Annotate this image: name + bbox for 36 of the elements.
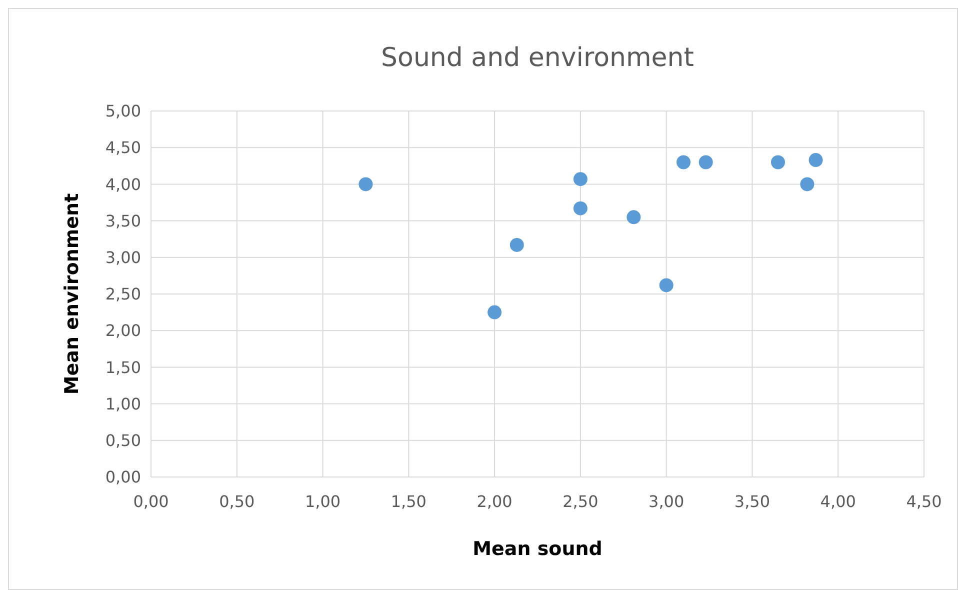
- y-tick-label: 1,50: [105, 358, 141, 377]
- y-tick-label: 3,50: [105, 211, 141, 230]
- point: [510, 238, 524, 252]
- x-tick-label: 3,50: [734, 492, 770, 511]
- point: [659, 278, 674, 292]
- x-tick-label: 2,50: [562, 492, 598, 511]
- y-tick-label: 3,00: [105, 248, 141, 267]
- y-tick-label: 0,50: [105, 431, 141, 450]
- x-tick-label: 4,00: [820, 492, 856, 511]
- x-tick-label: 0,50: [219, 492, 255, 511]
- x-tick-label: 0,00: [133, 492, 169, 511]
- x-axis-title: Mean sound: [472, 538, 602, 560]
- y-tick-label: 1,00: [105, 394, 141, 414]
- point: [573, 201, 588, 216]
- x-tick-label: 2,00: [476, 492, 512, 511]
- point: [808, 153, 823, 168]
- y-tick-label: 4,50: [105, 138, 141, 158]
- point: [626, 210, 641, 224]
- y-axis-title: Mean environment: [61, 193, 83, 395]
- point: [800, 177, 814, 192]
- x-tick-label: 1,50: [390, 492, 426, 511]
- x-tick-label: 3,00: [648, 492, 684, 511]
- y-tick-label: 2,00: [105, 321, 141, 340]
- y-tick-label: 2,50: [105, 284, 141, 304]
- point: [573, 172, 588, 186]
- y-tick-label: 5,00: [105, 102, 141, 121]
- x-tick-label: 4,50: [906, 492, 942, 511]
- x-tick-label: 1,00: [304, 492, 341, 511]
- y-tick-label: 4,00: [105, 174, 141, 194]
- y-tick-label: 0,00: [105, 468, 141, 487]
- point: [676, 155, 691, 170]
- point: [358, 177, 373, 192]
- point: [770, 155, 785, 170]
- point: [698, 155, 713, 170]
- point: [488, 305, 502, 320]
- chart-title: Sound and environment: [381, 43, 694, 73]
